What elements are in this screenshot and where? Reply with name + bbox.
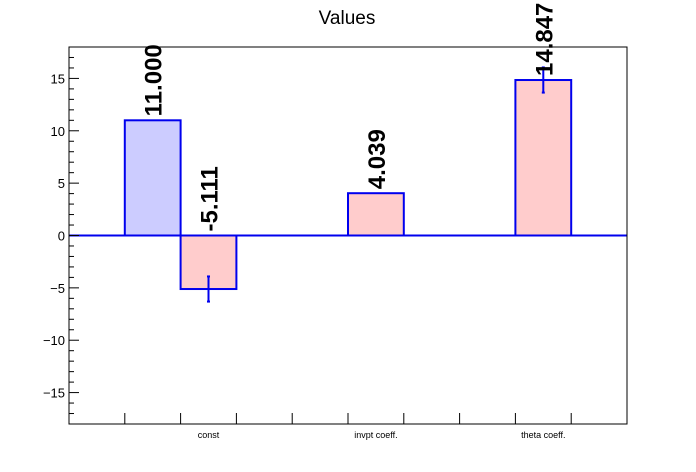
bar — [123, 119, 182, 237]
y-tick-label: 10 — [51, 124, 65, 139]
axis-layer: −15 −10 −5 0 5 10 15 const invpt coeff. theta coe… — [43, 56, 572, 440]
x-category-label: theta coeff. — [521, 430, 565, 440]
y-tick-label: −10 — [43, 333, 65, 348]
y-tick-label: 5 — [58, 176, 65, 191]
data-label: -5.111 — [197, 166, 224, 231]
x-category-label: const — [198, 430, 220, 440]
bar — [514, 79, 573, 237]
y-tick-label: 15 — [51, 71, 65, 86]
chart-title: Values — [319, 8, 376, 29]
bars-layer — [69, 66, 627, 303]
label-layer: 11.000 -5.111 4.039 14.847 — [141, 3, 559, 232]
data-label: 4.039 — [364, 129, 391, 189]
y-tick-label: 0 — [58, 229, 65, 244]
x-category-label: invpt coeff. — [354, 430, 397, 440]
data-label: 14.847 — [531, 3, 558, 76]
y-tick-label: −5 — [50, 281, 65, 296]
y-tick-label: −15 — [43, 386, 65, 401]
data-label: 11.000 — [141, 44, 168, 116]
bar — [347, 192, 405, 237]
